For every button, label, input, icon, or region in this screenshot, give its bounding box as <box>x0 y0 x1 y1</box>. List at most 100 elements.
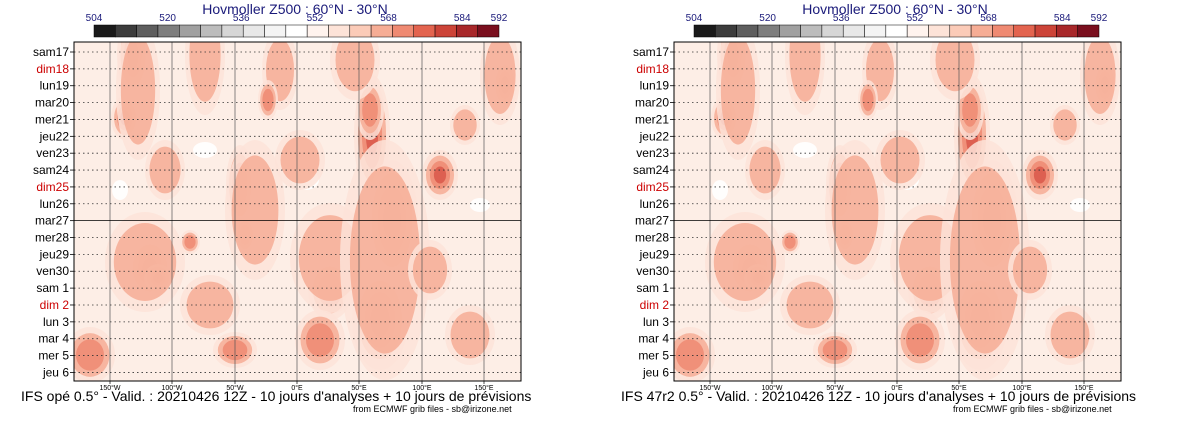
chart-credit: from ECMWF grib files - sb@irizone.net <box>953 404 1112 414</box>
heatmap-contour <box>412 246 448 294</box>
day-label: ven23 <box>36 146 69 160</box>
day-label: sam17 <box>33 45 69 59</box>
colorbar-tick-label: 584 <box>1054 13 1071 24</box>
day-label: sam17 <box>633 45 669 59</box>
heatmap-contour <box>120 42 156 145</box>
heatmap-contour <box>76 339 104 371</box>
colorbar-swatch <box>885 24 908 38</box>
colorbar-tick-label: 520 <box>159 13 176 24</box>
colorbar-swatch <box>821 24 844 38</box>
longitude-tick-label: 0°E <box>291 384 303 392</box>
day-label: dim25 <box>636 180 669 194</box>
heatmap-contour <box>720 42 756 145</box>
longitude-tick-label: 150°W <box>99 384 120 392</box>
hovmoller-panel-left: 504 520 536 552 568 584 592 sam17 dim18 lun19 mar2… <box>21 1 532 414</box>
colorbar-swatch <box>136 24 159 38</box>
day-label: dim25 <box>36 180 69 194</box>
heatmap-contour <box>949 166 1021 354</box>
longitude-tick-label: 100°E <box>1012 384 1031 392</box>
day-axis: sam17 dim18 lun19 mar20 mer21 jeu22 ven23 sam24… <box>33 45 74 379</box>
heatmap-contour <box>831 155 879 265</box>
day-label: mar 4 <box>638 332 669 346</box>
heatmap-contour <box>1084 42 1116 114</box>
heatmap-contour <box>1053 109 1077 141</box>
heatmap-contour <box>280 136 320 184</box>
colorbar-swatch <box>179 24 201 38</box>
longitude-tick-label: 150°E <box>1074 384 1093 392</box>
longitude-tick-label: 150°E <box>474 384 493 392</box>
day-label: mer28 <box>635 231 669 245</box>
heatmap-contour <box>1033 166 1047 184</box>
colorbar-tick-label: 504 <box>686 13 703 24</box>
colorbar-swatch <box>456 24 478 38</box>
heatmap-low-region <box>712 180 728 200</box>
colorbar-swatch <box>1034 24 1057 38</box>
colorbar-swatch <box>800 24 823 38</box>
day-label: lun 3 <box>643 315 669 329</box>
day-label: mer21 <box>35 112 69 126</box>
colorbar-swatch <box>93 24 116 38</box>
day-label: lun19 <box>40 79 70 93</box>
day-label: mer28 <box>35 231 69 245</box>
colorbar-swatch <box>693 24 716 38</box>
colorbar-swatch <box>1077 24 1100 38</box>
heatmap-contour <box>450 311 490 359</box>
colorbar-swatch <box>115 24 137 38</box>
day-label: jeu22 <box>639 129 670 143</box>
heatmap-contour <box>784 235 796 249</box>
chart-caption: IFS opé 0.5° - Valid. : 20210426 12Z - 1… <box>21 388 532 404</box>
colorbar-swatch <box>413 24 436 38</box>
longitude-tick-label: 50°W <box>826 384 844 392</box>
heatmap-field <box>674 42 1121 381</box>
heatmap-contour <box>1012 246 1048 294</box>
day-label: sam 1 <box>636 281 669 295</box>
day-label: mar20 <box>635 96 669 110</box>
day-label: lun19 <box>640 79 670 93</box>
day-label: mar27 <box>635 214 669 228</box>
heatmap-contour <box>962 93 978 127</box>
colorbar-swatch <box>285 24 308 38</box>
heatmap-low-region <box>193 142 217 158</box>
colorbar-tick-label: 552 <box>307 13 324 24</box>
colorbar-swatch <box>1013 24 1036 38</box>
colorbar-swatch <box>477 24 500 38</box>
heatmap-contour <box>262 88 274 112</box>
plot-frame <box>73 41 522 382</box>
day-label: jeu29 <box>639 247 670 261</box>
heatmap-contour <box>453 109 477 141</box>
day-label: sam24 <box>633 163 669 177</box>
colorbar-swatch <box>370 24 393 38</box>
colorbar-swatch <box>715 24 737 38</box>
day-label: mar20 <box>35 96 69 110</box>
colorbar-swatch <box>842 24 865 38</box>
day-label: mer 5 <box>38 349 69 363</box>
day-label: jeu22 <box>39 129 70 143</box>
colorbar-swatch <box>779 24 801 38</box>
heatmap-low-region <box>1070 198 1090 212</box>
colorbar-tick-label: 584 <box>454 13 471 24</box>
colorbar-swatch <box>328 24 351 38</box>
heatmap-contour <box>880 136 920 184</box>
day-label: ven30 <box>636 264 669 278</box>
day-label: lun26 <box>640 197 670 211</box>
heatmap-contour <box>862 88 874 112</box>
hovmoller-chart-left: 504 520 536 552 568 584 592 sam17 dim18 lun19 mar2… <box>33 13 522 392</box>
colorbar-tick-label: 536 <box>233 13 250 24</box>
colorbar-swatch <box>392 24 414 38</box>
heatmap-contour <box>306 323 334 357</box>
colorbar-tick-label: 536 <box>833 13 850 24</box>
colorbar-tick-label: 552 <box>907 13 924 24</box>
heatmap-contour <box>484 42 516 114</box>
heatmap-field <box>74 42 521 381</box>
heatmap-contour <box>189 42 221 102</box>
colorbar-swatch <box>157 24 180 38</box>
colorbar-swatch <box>1056 24 1078 38</box>
heatmap-contour <box>676 339 704 371</box>
colorbar-swatch <box>757 24 780 38</box>
plot-frame <box>673 41 1122 382</box>
longitude-tick-label: 100°W <box>161 384 182 392</box>
day-label: dim18 <box>36 62 69 76</box>
day-label: ven30 <box>36 264 69 278</box>
colorbar-swatch <box>349 24 372 38</box>
longitude-tick-label: 50°W <box>226 384 244 392</box>
